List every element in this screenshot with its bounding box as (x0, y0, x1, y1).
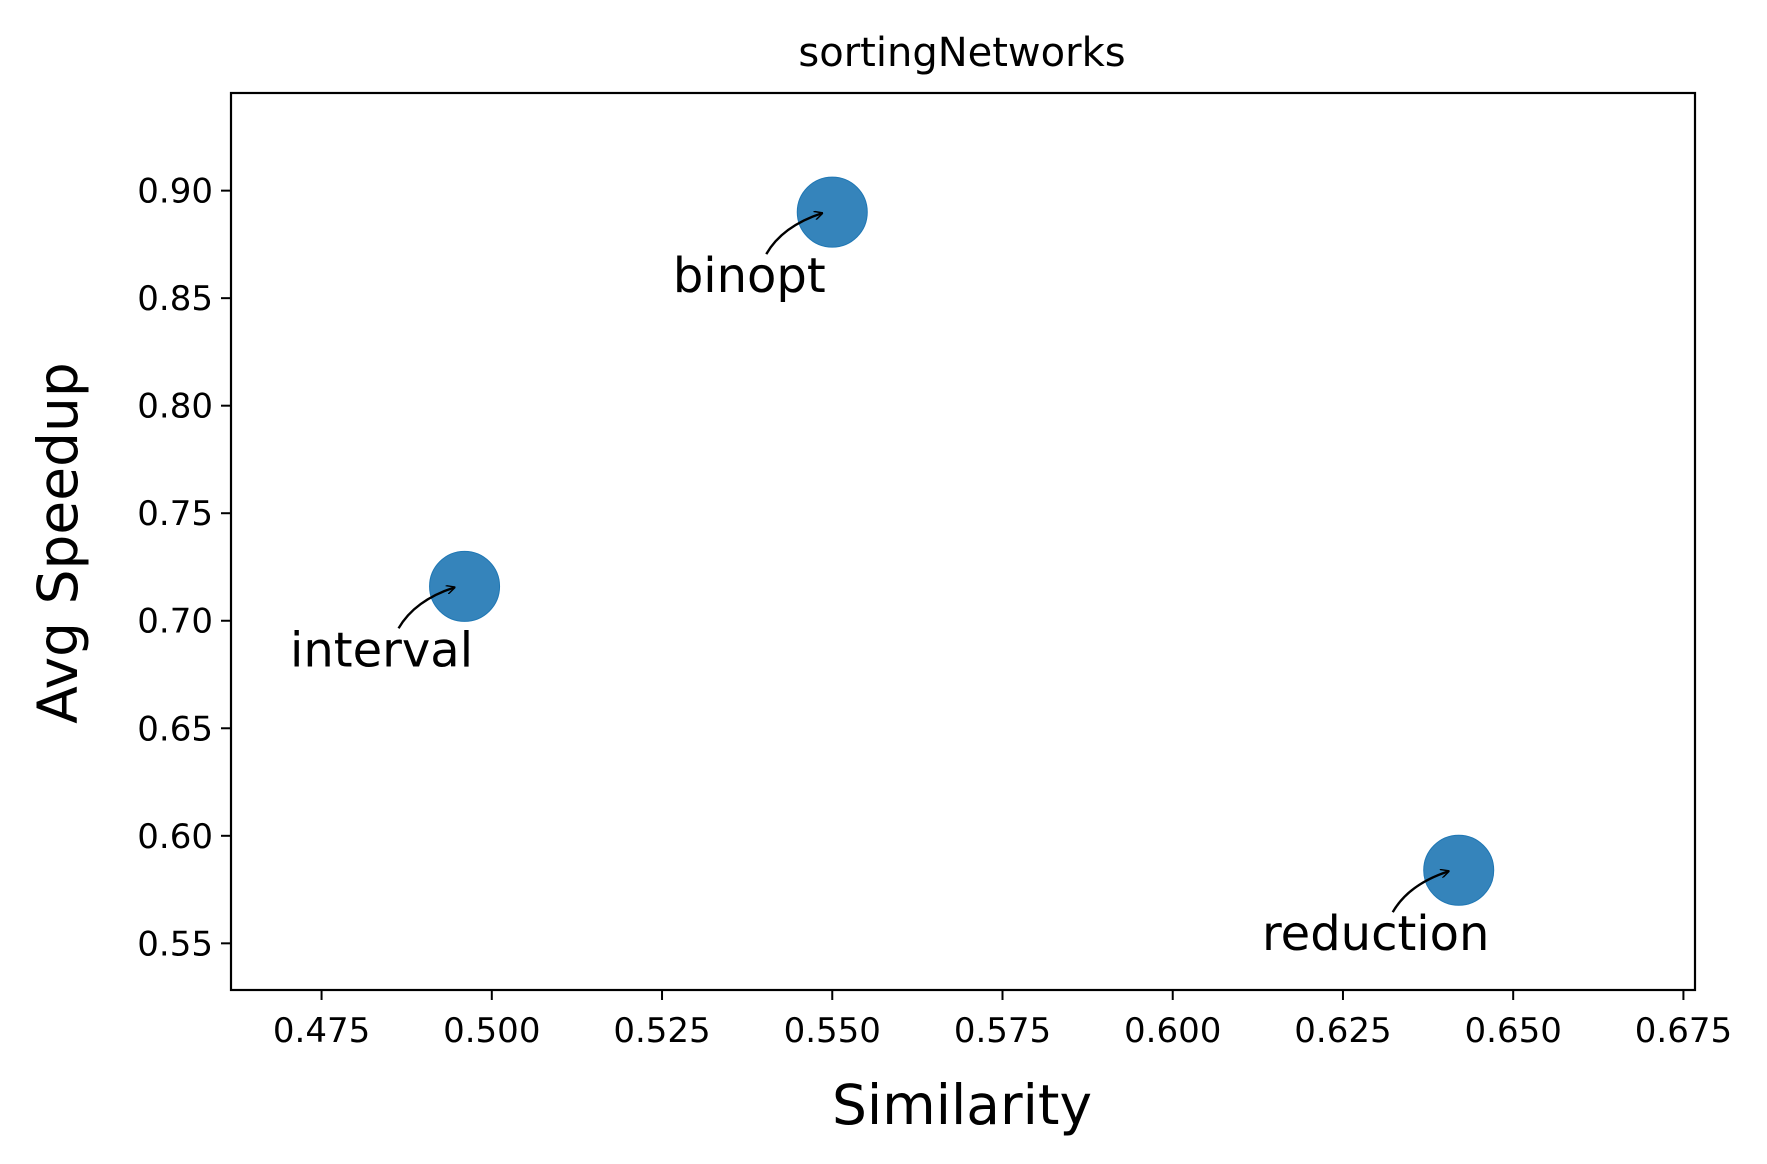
y-axis-label: Avg Speedup (26, 362, 90, 724)
x-tick-label: 0.550 (784, 1011, 881, 1051)
annotation-arrow (397, 587, 455, 629)
y-tick-label: 0.70 (137, 602, 213, 642)
y-tick-label: 0.60 (137, 817, 213, 857)
y-tick-label: 0.65 (137, 709, 213, 749)
y-tick-label: 0.90 (137, 172, 213, 212)
point-label: reduction (1262, 906, 1489, 962)
x-tick-label: 0.625 (1294, 1011, 1391, 1051)
point-interval (429, 550, 501, 622)
x-axis-label: Similarity (832, 1073, 1092, 1137)
plot-area (229, 91, 1697, 992)
data-points: binopt interval reduction (290, 176, 1495, 962)
point-label: interval (290, 622, 473, 678)
x-tick-label: 0.525 (613, 1011, 710, 1051)
chart-title: sortingNetworks (798, 30, 1125, 76)
y-tick-label: 0.85 (137, 279, 213, 319)
y-tick-label: 0.55 (137, 924, 213, 964)
plot-frame (229, 91, 1697, 992)
y-axis: 0.55 0.60 0.65 0.70 0.75 0.80 0.85 0.90 (137, 172, 231, 964)
y-tick-label: 0.75 (137, 494, 213, 534)
x-tick-label: 0.475 (273, 1011, 370, 1051)
point-reduction (1423, 834, 1495, 906)
point-binopt (796, 176, 868, 248)
x-tick-label: 0.600 (1124, 1011, 1221, 1051)
x-tick-label: 0.500 (443, 1011, 540, 1051)
annotation-arrow (1391, 871, 1449, 913)
x-tick-label: 0.675 (1635, 1011, 1732, 1051)
x-tick-label: 0.650 (1465, 1011, 1562, 1051)
y-tick-label: 0.80 (137, 387, 213, 427)
point-label: binopt (673, 248, 826, 304)
x-tick-label: 0.575 (954, 1011, 1051, 1051)
x-axis: 0.475 0.500 0.525 0.550 0.575 0.600 0.625 0.650… (273, 990, 1732, 1051)
annotation-arrow (765, 213, 822, 255)
